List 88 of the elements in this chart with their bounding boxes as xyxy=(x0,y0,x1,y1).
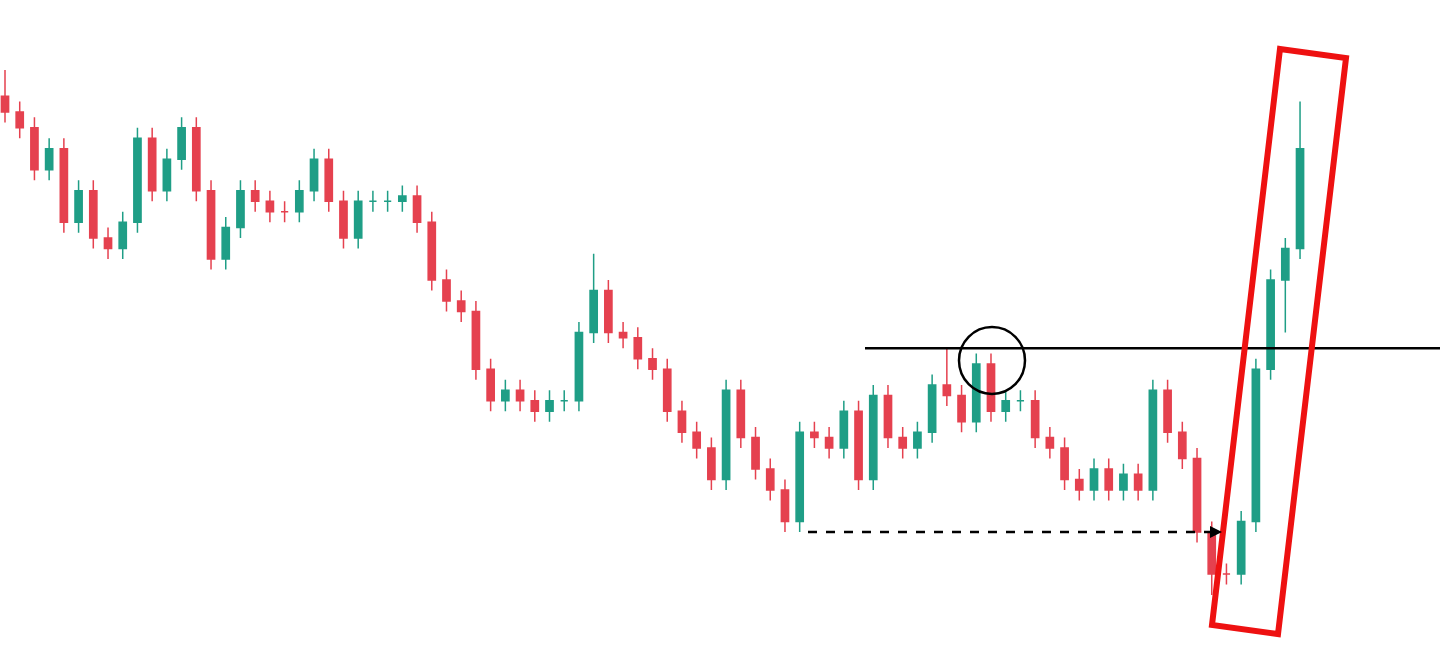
candlestick xyxy=(662,358,672,423)
candlestick xyxy=(103,226,113,260)
candlestick xyxy=(1295,100,1305,260)
candlestick xyxy=(412,184,422,234)
candlestick xyxy=(618,321,628,349)
candlestick xyxy=(1266,268,1275,381)
candlestick xyxy=(648,347,657,381)
candlestick xyxy=(530,389,540,423)
candlestick xyxy=(309,148,319,202)
candlestick xyxy=(1251,358,1261,533)
candlestick xyxy=(515,379,525,412)
candlestick xyxy=(1016,389,1025,412)
candlestick xyxy=(707,436,716,491)
candlestick xyxy=(1280,237,1290,334)
candlestick xyxy=(971,352,981,433)
candlestick xyxy=(677,400,687,444)
candlestick xyxy=(59,137,69,234)
candlestick xyxy=(294,179,304,223)
candlestick xyxy=(721,379,731,491)
candlestick xyxy=(574,321,584,412)
candlestick xyxy=(1030,389,1040,449)
candlestick xyxy=(1192,447,1202,544)
candlestick xyxy=(795,421,805,533)
candlestick xyxy=(74,179,83,234)
candlestick xyxy=(236,179,245,239)
candlestick xyxy=(442,268,451,313)
candlestick xyxy=(1222,562,1231,586)
candlestick xyxy=(383,190,392,213)
candlestick xyxy=(147,127,157,202)
candlestick xyxy=(265,190,275,223)
candlestick xyxy=(633,326,643,370)
candlestick xyxy=(1236,510,1246,586)
candlestick xyxy=(324,148,334,213)
candlestick xyxy=(883,384,893,449)
candlestick xyxy=(44,137,54,181)
candlestick xyxy=(118,211,128,260)
candlestick xyxy=(942,347,952,407)
candlestick xyxy=(1089,457,1099,502)
candlestick xyxy=(15,100,25,139)
candlestick xyxy=(751,426,760,481)
candlestick xyxy=(30,116,39,181)
candlestick xyxy=(397,184,407,213)
candlestick xyxy=(1177,421,1187,470)
candlestick xyxy=(206,179,216,271)
candlestick xyxy=(854,400,863,491)
candlestick xyxy=(1163,379,1172,444)
candlestick xyxy=(1133,463,1143,502)
candlestick xyxy=(339,190,348,250)
candlestick xyxy=(501,379,510,412)
candlestick xyxy=(1207,520,1217,596)
candlestick xyxy=(692,421,702,460)
candlestick xyxy=(589,253,599,344)
candlestick xyxy=(456,289,466,323)
candlestick xyxy=(280,200,289,223)
candlestick xyxy=(88,179,98,250)
candlestick xyxy=(986,352,996,423)
candlestick xyxy=(810,421,819,449)
candlestick xyxy=(927,373,937,444)
candlestick xyxy=(839,400,849,460)
candlestick xyxy=(162,148,172,202)
candlestick xyxy=(1060,436,1069,491)
candlestick xyxy=(824,426,834,460)
candlestick xyxy=(486,358,495,412)
candlestick xyxy=(898,426,908,460)
candlestick xyxy=(1074,468,1084,502)
candlestick xyxy=(471,300,481,381)
candlestick xyxy=(545,389,554,423)
candlestick xyxy=(868,384,878,491)
candlestick xyxy=(191,116,201,202)
candlestick xyxy=(736,379,746,449)
candlestick xyxy=(221,216,231,271)
candlestick xyxy=(250,179,260,213)
candlestick xyxy=(133,127,142,234)
candlestick xyxy=(427,211,437,292)
candlestick xyxy=(559,389,569,412)
candlestick xyxy=(1104,457,1114,502)
candlestick xyxy=(765,457,775,502)
candlestick xyxy=(913,421,922,460)
candlestick xyxy=(353,190,363,250)
candlestick xyxy=(177,116,186,171)
candlestick xyxy=(957,384,966,433)
candlestick xyxy=(780,478,790,533)
candlestick xyxy=(1045,426,1055,460)
candlestick xyxy=(1119,463,1128,502)
candlestick xyxy=(368,190,378,213)
candlestick xyxy=(604,279,613,344)
candlestick xyxy=(1148,379,1158,502)
candlestick xyxy=(0,69,10,124)
